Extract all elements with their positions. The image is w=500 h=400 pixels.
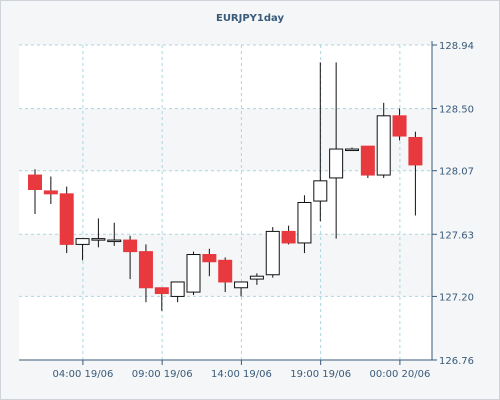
candle-body (138, 251, 153, 289)
candle-body (313, 180, 328, 202)
candle (297, 195, 312, 254)
candle (345, 147, 359, 152)
candle (392, 108, 407, 141)
y-axis-ticks: 128.94 128.50 128.07 127.63 127.20 126.76 (432, 41, 474, 367)
candle-body (234, 281, 249, 289)
y-tick-label: 127.63 (439, 230, 474, 241)
candle (234, 281, 249, 297)
chart-title: EURJPY1day (216, 13, 284, 24)
candle (376, 102, 391, 178)
candle (281, 225, 296, 245)
candle (313, 62, 328, 222)
candle (360, 145, 375, 178)
y-tick-label: 126.76 (439, 356, 474, 367)
candle-body (360, 145, 375, 176)
candle (408, 131, 423, 216)
candle-body (329, 148, 344, 179)
candle-body (186, 254, 201, 293)
y-tick-label: 128.50 (439, 105, 474, 116)
candle-body (345, 148, 359, 152)
candle (28, 169, 42, 215)
candle-body (265, 230, 280, 276)
candle (107, 222, 122, 246)
axes (19, 41, 433, 361)
candle-body (43, 190, 58, 195)
candles (28, 62, 423, 311)
candle-body (170, 281, 185, 297)
candle-body (154, 287, 169, 295)
candle (186, 251, 201, 295)
candle (123, 235, 138, 280)
candle-body (123, 239, 138, 253)
candle-body (28, 174, 42, 190)
y-tick-label: 128.94 (439, 41, 474, 52)
background-band (19, 296, 432, 360)
candle (91, 218, 106, 248)
x-tick-label: 09:00 19/06 (132, 369, 193, 380)
candle (202, 248, 217, 277)
background-band (19, 170, 432, 235)
y-tick-label: 127.20 (439, 292, 474, 303)
candle (43, 176, 58, 204)
candle-body (297, 202, 312, 244)
candle (218, 257, 233, 293)
candle-body (91, 238, 106, 241)
y-tick-label: 128.07 (439, 167, 474, 178)
candle-body (249, 275, 264, 280)
candle-body (281, 230, 296, 244)
x-tick-label: 04:00 19/06 (52, 369, 113, 380)
candle (59, 186, 74, 254)
background-band (19, 45, 432, 109)
x-axis-ticks: 04:00 19/06 09:00 19/06 14:00 19/06 19:00 1… (52, 360, 430, 380)
candle (75, 238, 90, 261)
candle-body (75, 238, 90, 245)
x-tick-label: 19:00 19/06 (290, 369, 351, 380)
candle (138, 244, 153, 303)
candle (249, 273, 264, 285)
candle-body (392, 115, 407, 137)
candle-body (107, 239, 122, 243)
x-tick-label: 00:00 20/06 (369, 369, 430, 380)
background-bands (19, 45, 432, 360)
candle (329, 62, 344, 239)
x-tick-label: 14:00 19/06 (211, 369, 272, 380)
candle-body (202, 254, 217, 263)
candle-body (408, 136, 423, 166)
candle-body (376, 115, 391, 176)
candle (154, 287, 169, 311)
candle-body (218, 259, 233, 283)
candle (170, 281, 185, 303)
candle (265, 227, 280, 278)
candle-body (59, 193, 74, 245)
